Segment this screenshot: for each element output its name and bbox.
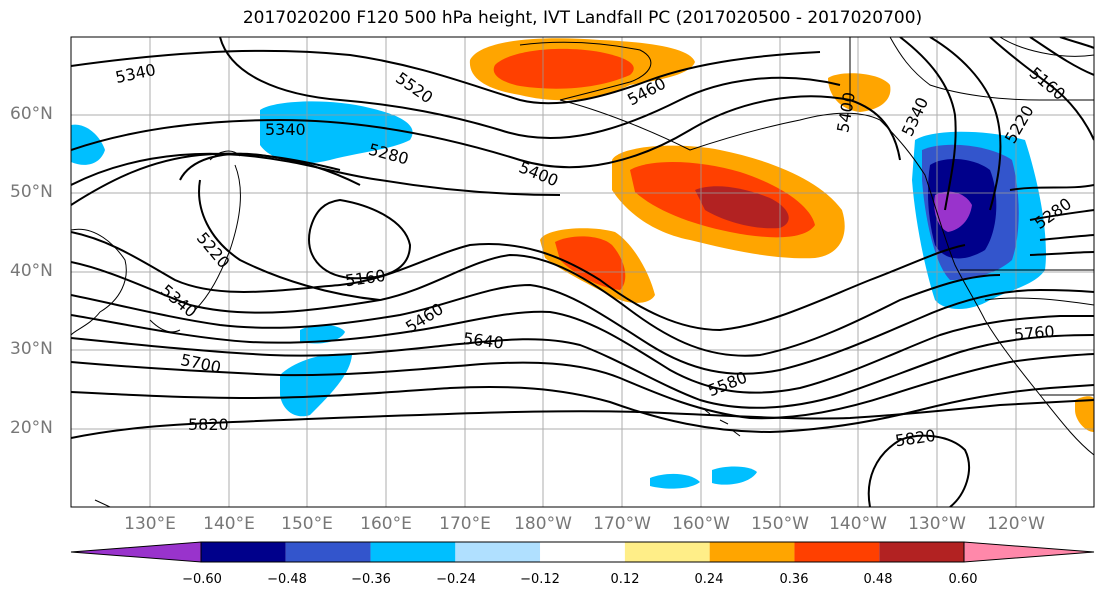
lon-label: 120°W [987, 514, 1045, 534]
contour-label: 5760 [1013, 322, 1055, 344]
lon-label: 130°E [124, 514, 176, 534]
lon-label: 150°W [751, 514, 809, 534]
lon-label: 160°W [672, 514, 730, 534]
lon-label: 180°W [514, 514, 572, 534]
map-frame [70, 36, 1095, 508]
height-contours [71, 37, 1094, 507]
colorbar-extend-max [963, 541, 1095, 563]
lat-label: 30°N [10, 339, 53, 359]
ivt-negative-shading [71, 101, 1046, 489]
colorbar-tick-label: −0.60 [182, 572, 222, 587]
lon-label: 170°W [593, 514, 651, 534]
colorbar-tick-label: −0.12 [520, 572, 560, 587]
lon-label: 150°E [281, 514, 333, 534]
lat-label: 50°N [10, 182, 53, 202]
colorbar-segment [455, 542, 541, 562]
colorbar-tick-label: 0.12 [610, 572, 640, 587]
colorbar-tick-label: 0.36 [779, 572, 809, 587]
colorbar-segment [285, 542, 371, 562]
lon-label: 140°W [829, 514, 887, 534]
graticule [71, 37, 1094, 507]
lon-label: 170°E [439, 514, 491, 534]
colorbar-segment [709, 542, 795, 562]
colorbar-tick-label: 0.24 [694, 572, 724, 587]
contour-label: 5340 [265, 120, 306, 139]
colorbar-segment [879, 542, 964, 562]
colorbar-tick-label: 0.60 [948, 572, 978, 587]
colorbar-segment [370, 542, 456, 562]
lon-label: 140°E [203, 514, 255, 534]
colorbar-tick-label: −0.36 [351, 572, 391, 587]
colorbar-tick-label: −0.48 [267, 572, 307, 587]
lat-label: 60°N [10, 104, 53, 124]
colorbar [70, 541, 1095, 563]
contour-label: 5820 [188, 415, 229, 434]
ivt-positive-shading [469, 38, 1094, 432]
lon-label: 160°E [360, 514, 412, 534]
colorbar-segment [540, 542, 625, 562]
colorbar-segment [624, 542, 710, 562]
contour-label: 5640 [462, 329, 505, 353]
colorbar-outline [200, 541, 965, 563]
lon-label: 130°W [908, 514, 966, 534]
colorbar-tick-label: 0.48 [863, 572, 893, 587]
lat-label: 20°N [10, 418, 53, 438]
colorbar-extend-min [70, 541, 202, 563]
colorbar-segment [201, 542, 286, 562]
lat-label: 40°N [10, 261, 53, 281]
colorbar-segment [794, 542, 880, 562]
colorbar-tick-label: −0.24 [436, 572, 476, 587]
map-title: 2017020200 F120 500 hPa height, IVT Land… [242, 8, 923, 28]
